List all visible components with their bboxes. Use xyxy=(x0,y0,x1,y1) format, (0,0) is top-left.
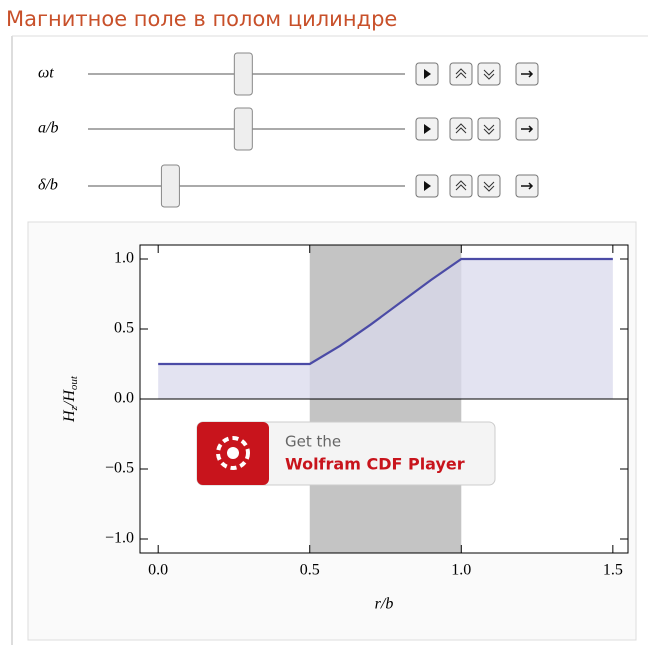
title: Магнитное поле в полом цилиндре xyxy=(6,7,397,31)
play-icon xyxy=(424,181,431,191)
x-axis-label: r/b xyxy=(375,596,394,613)
x-tick-label: 0.0 xyxy=(148,562,168,579)
y-axis-label-part: z xyxy=(68,405,80,411)
button-down[interactable] xyxy=(477,174,501,198)
button-down[interactable] xyxy=(477,117,501,141)
y-tick-label: 0.5 xyxy=(114,320,134,337)
y-axis-label: Hz/Hout xyxy=(61,375,80,423)
banner-text[interactable]: Get the xyxy=(285,433,341,451)
button-up[interactable] xyxy=(449,174,473,198)
y-axis-label-part: H xyxy=(61,409,78,423)
y-tick-label: 1.0 xyxy=(114,250,134,267)
step-icon xyxy=(521,125,534,133)
button-down[interactable] xyxy=(477,62,501,86)
wolfram-logo xyxy=(227,447,239,459)
y-tick-label: −1.0 xyxy=(105,530,134,547)
y-tick-label: −0.5 xyxy=(105,460,134,477)
down-icon xyxy=(483,124,495,135)
up-icon xyxy=(455,180,467,191)
slider-thumb[interactable] xyxy=(233,52,253,96)
button-up[interactable] xyxy=(449,62,473,86)
step-icon xyxy=(521,182,534,190)
up-icon xyxy=(455,123,467,134)
x-tick-label: 1.5 xyxy=(603,562,623,579)
x-tick-label: 1.0 xyxy=(451,562,471,579)
slider-thumb[interactable] xyxy=(160,164,180,208)
up-icon xyxy=(455,68,467,79)
banner[interactable]: Get the Wolfram CDF Player xyxy=(196,421,496,486)
data-line xyxy=(158,257,613,366)
down-icon xyxy=(483,181,495,192)
y-axis-label-part: out xyxy=(68,375,80,390)
play-icon xyxy=(424,69,431,79)
y-tick-label: 0.0 xyxy=(114,390,134,407)
button-up[interactable] xyxy=(449,117,473,141)
x-tick-label: 0.5 xyxy=(300,562,320,579)
down-icon xyxy=(483,69,495,80)
step-icon xyxy=(521,70,534,78)
y-axis-label-part: /H xyxy=(61,389,78,407)
wolfram-logo xyxy=(216,436,250,470)
control-label: δ/b xyxy=(38,177,58,194)
slider-thumb[interactable] xyxy=(233,107,253,151)
control-label: ωt xyxy=(38,65,54,82)
banner-text[interactable]: Wolfram CDF Player xyxy=(285,455,465,474)
control-label: a/b xyxy=(38,120,58,137)
play-icon xyxy=(424,124,431,134)
